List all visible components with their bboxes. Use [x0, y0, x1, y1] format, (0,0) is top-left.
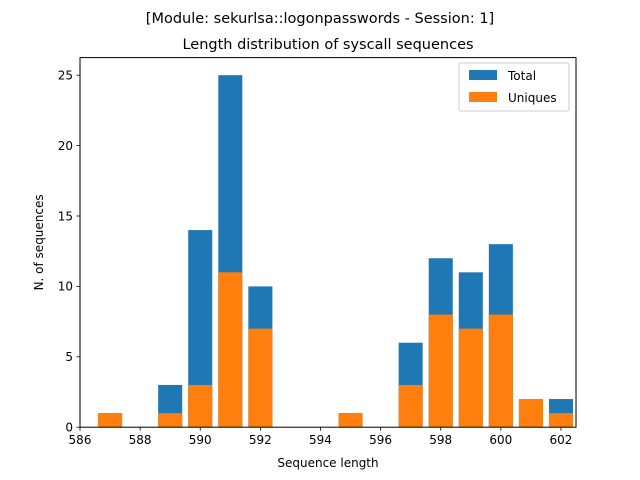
y-tick-label-5: 5 — [65, 350, 73, 364]
y-tick-label-15: 15 — [58, 209, 73, 223]
chart-suptitle: [Module: sekurlsa::logonpasswords - Sess… — [146, 11, 494, 27]
x-tick-label-594: 594 — [309, 433, 332, 447]
chart-title: Length distribution of syscall sequences — [182, 37, 473, 53]
bar-uniques-592 — [248, 328, 273, 428]
x-axis: 586 588 590 592 594 596 598 600 602 — [69, 427, 573, 447]
x-tick-label-602: 602 — [550, 433, 573, 447]
legend-label-total: Total — [507, 69, 536, 83]
legend: Total Uniques — [458, 62, 570, 112]
x-tick-label-590: 590 — [189, 433, 212, 447]
y-axis-label: N. of sequences — [32, 194, 46, 290]
bar-uniques-600 — [488, 314, 513, 428]
y-tick-label-25: 25 — [58, 69, 73, 83]
bars-layer — [98, 75, 573, 428]
bar-uniques-602 — [548, 413, 573, 428]
x-tick-label-596: 596 — [369, 433, 392, 447]
bar-uniques-590 — [188, 384, 213, 428]
x-tick-label-586: 586 — [69, 433, 92, 447]
y-axis: 0 5 10 15 20 25 — [58, 69, 80, 435]
bar-uniques-599 — [458, 328, 483, 428]
bar-uniques-595 — [338, 413, 363, 428]
y-tick-label-20: 20 — [58, 139, 73, 153]
plot-frame — [79, 57, 577, 428]
bar-uniques-587 — [98, 413, 123, 428]
x-tick-label-600: 600 — [489, 433, 512, 447]
legend-swatch-uniques — [469, 92, 497, 102]
x-tick-label-588: 588 — [129, 433, 152, 447]
x-axis-label: Sequence length — [277, 456, 378, 470]
x-tick-label-598: 598 — [429, 433, 452, 447]
bar-uniques-601 — [518, 399, 543, 428]
bar-uniques-591 — [218, 272, 243, 428]
x-tick-label-592: 592 — [249, 433, 272, 447]
bar-uniques-597 — [398, 384, 423, 428]
legend-label-uniques: Uniques — [508, 91, 557, 105]
bar-uniques-589 — [158, 413, 183, 428]
legend-swatch-total — [469, 70, 497, 80]
y-tick-label-10: 10 — [58, 280, 73, 294]
bar-uniques-598 — [428, 314, 453, 428]
y-tick-label-0: 0 — [65, 421, 73, 435]
